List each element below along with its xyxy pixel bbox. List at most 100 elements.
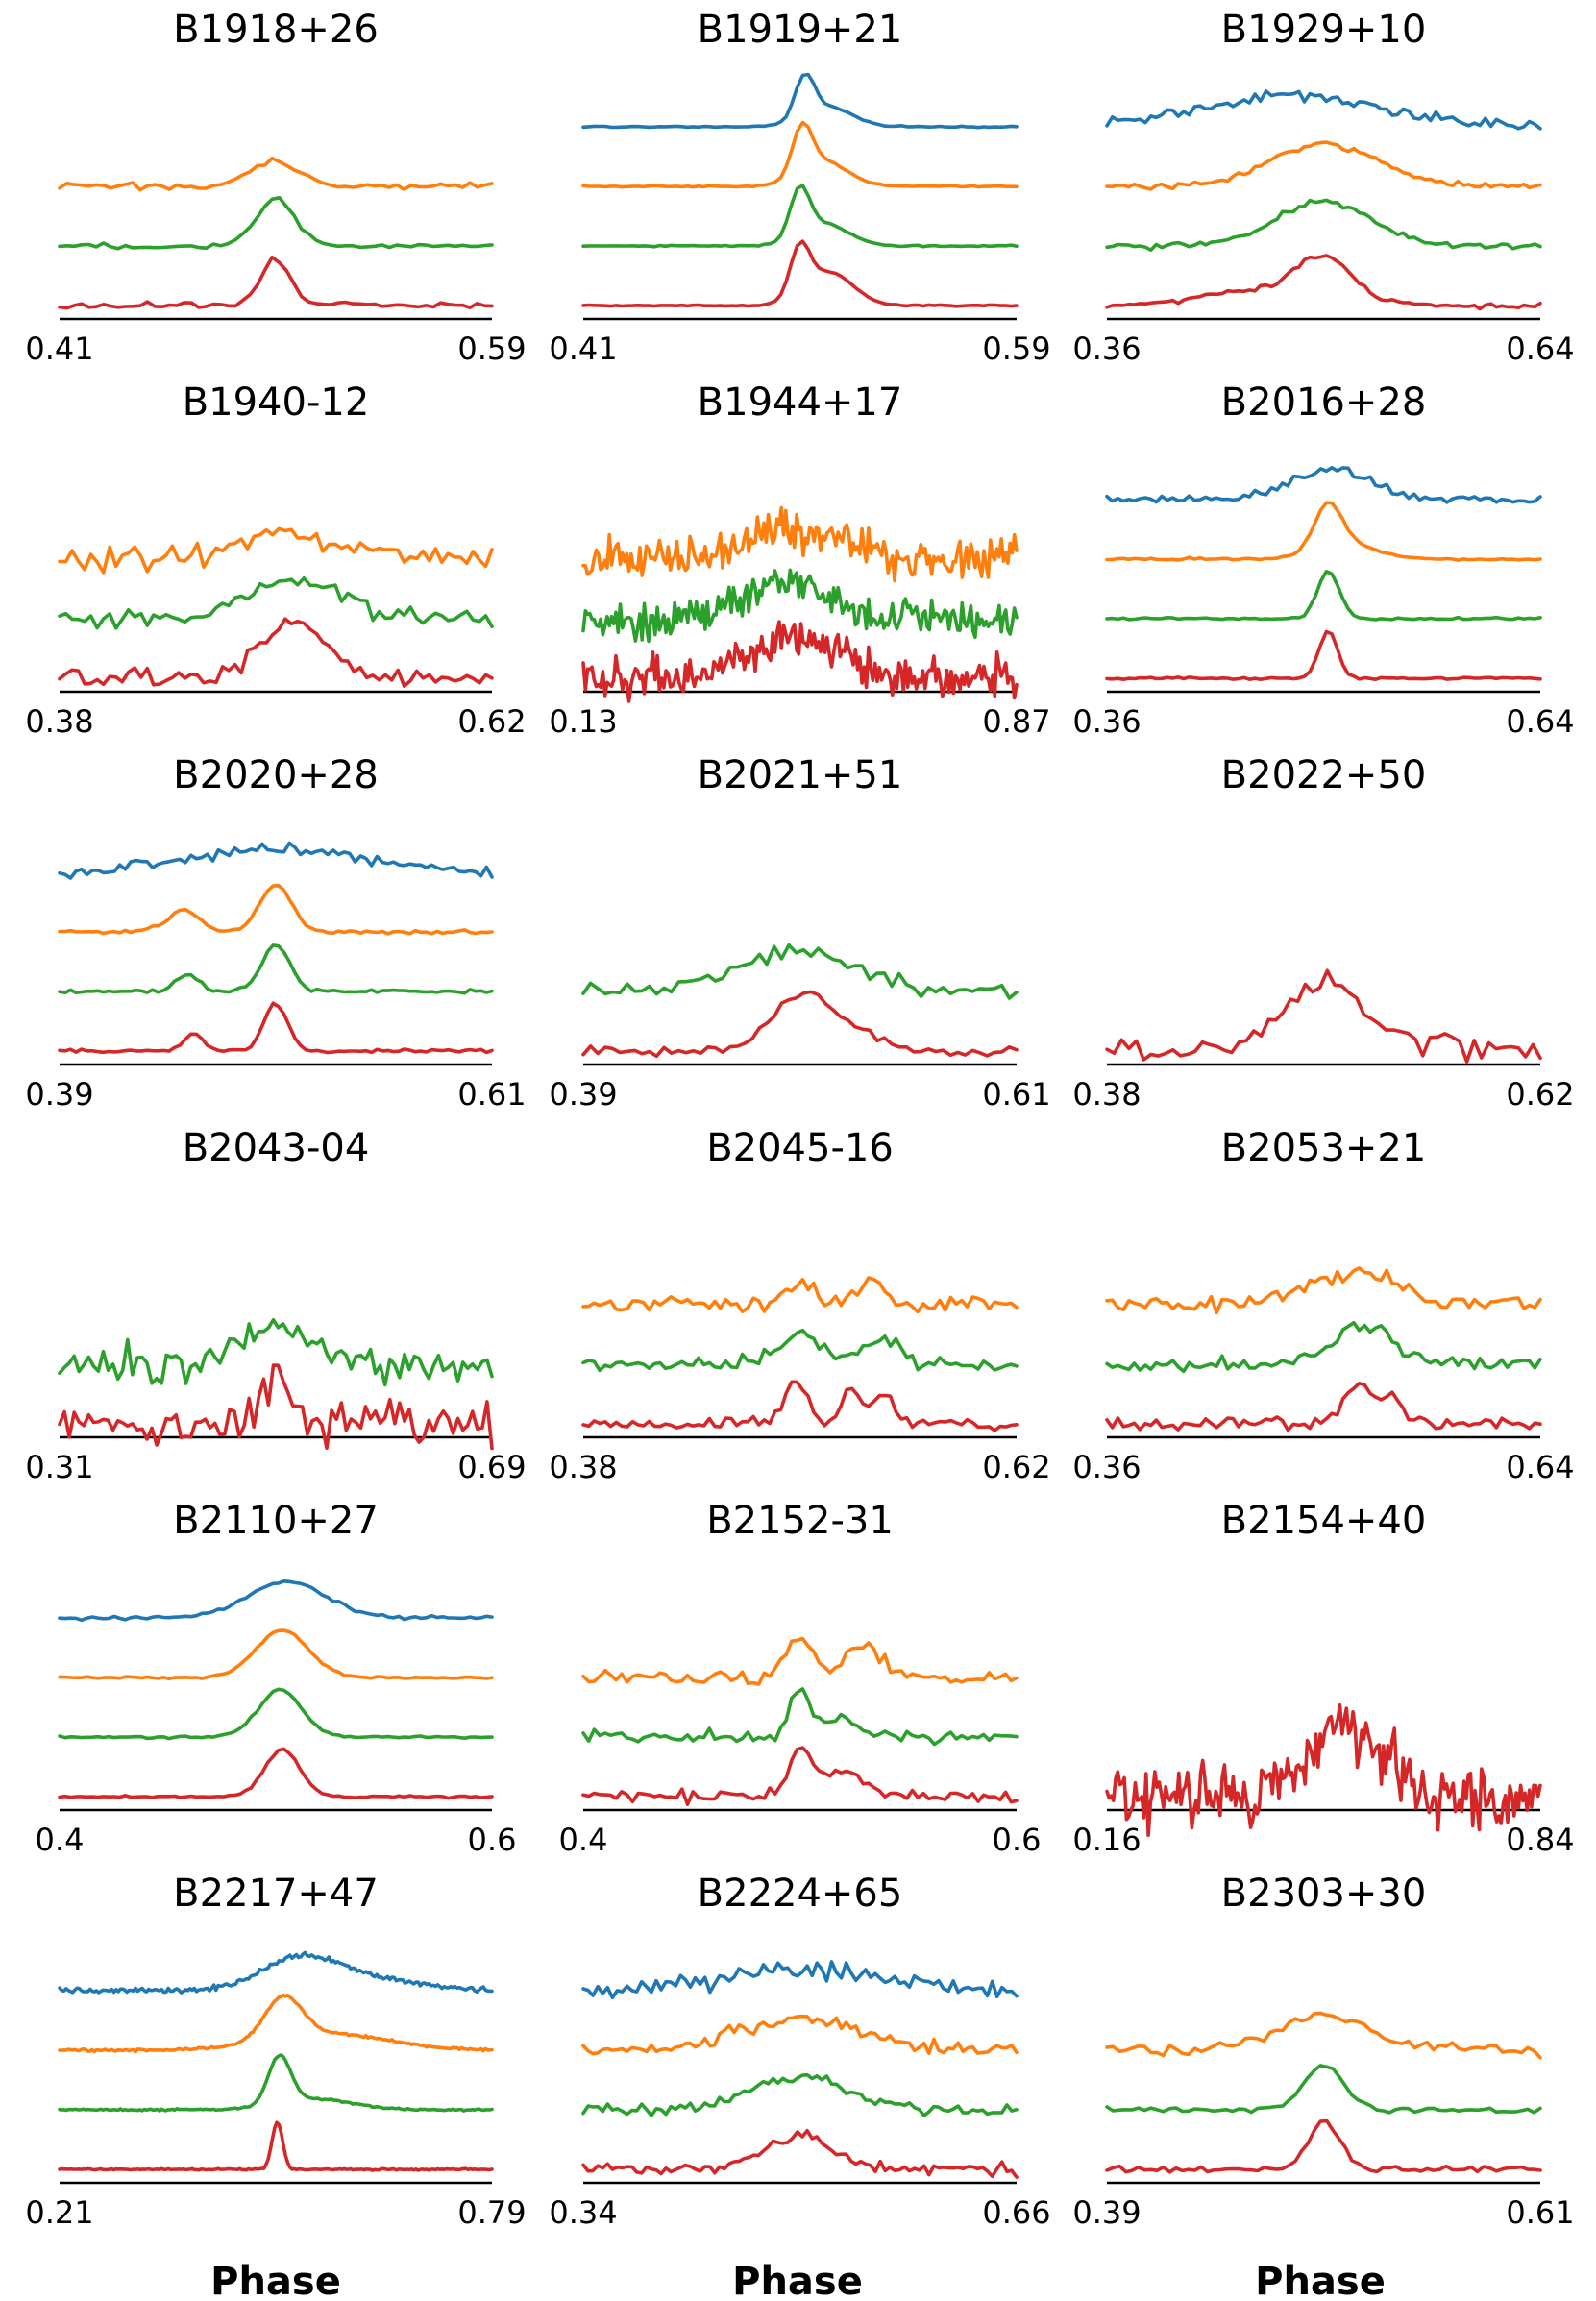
profile-trace-red — [58, 1363, 494, 1451]
panel-b2053+21: B2053+21 0.36 0.64 — [1072, 1126, 1574, 1485]
x-tick-label: 0.39 — [25, 1076, 93, 1113]
panel-title: B1944+17 — [698, 380, 903, 425]
x-tick-label: 0.39 — [549, 1076, 617, 1113]
profile-trace-green — [581, 184, 1019, 249]
panel-title: B2022+50 — [1221, 753, 1427, 797]
panel-title: B1918+26 — [173, 8, 379, 52]
profile-trace-orange — [1105, 1266, 1542, 1315]
profile-trace-orange — [58, 1993, 494, 2054]
panel-b2152-31: B2152-31 0.4 0.6 — [559, 1499, 1042, 1858]
panel-title: B2152-31 — [706, 1499, 894, 1543]
profile-trace-blue — [58, 841, 494, 880]
x-tick-label: 0.69 — [457, 1449, 526, 1485]
panel-b1929+10: B1929+10 0.36 0.64 — [1072, 8, 1574, 367]
x-tick-label: 0.39 — [1072, 2194, 1141, 2231]
profile-trace-red — [581, 620, 1019, 703]
x-tick-label: 0.59 — [982, 330, 1050, 367]
profile-trace-orange — [58, 156, 494, 192]
profile-trace-green — [58, 1318, 494, 1387]
panel-b2110+27: B2110+27 0.4 0.6 — [36, 1499, 517, 1858]
profile-trace-orange — [581, 120, 1019, 189]
profile-trace-green — [1105, 569, 1542, 622]
x-tick-label: 0.64 — [1506, 330, 1574, 367]
profile-trace-orange — [581, 1276, 1019, 1314]
x-tick-label: 0.64 — [1506, 703, 1574, 740]
profile-trace-red — [1105, 968, 1542, 1064]
profile-trace-orange — [581, 505, 1019, 583]
profile-trace-green — [58, 196, 494, 251]
x-tick-label: 0.13 — [549, 703, 617, 740]
panel-b1919+21: B1919+21 0.41 0.59 — [549, 8, 1050, 367]
profile-trace-green — [581, 2072, 1019, 2117]
profile-trace-green — [58, 1687, 494, 1741]
profile-trace-red — [581, 239, 1019, 308]
profile-trace-blue — [1105, 465, 1542, 504]
profile-trace-red — [581, 1746, 1019, 1806]
profile-trace-orange — [58, 883, 494, 936]
x-tick-label: 0.21 — [25, 2194, 93, 2231]
profile-trace-red — [581, 1380, 1019, 1432]
profile-trace-green — [581, 1687, 1019, 1747]
x-tick-label: 0.87 — [982, 703, 1050, 740]
x-axis-label: Phase — [732, 2260, 863, 2301]
x-tick-label: 0.6 — [468, 1822, 517, 1858]
profile-trace-red — [1105, 2118, 1542, 2174]
x-tick-label: 0.38 — [1072, 1076, 1141, 1113]
profile-trace-blue — [1105, 89, 1542, 131]
profile-trace-green — [58, 2053, 494, 2113]
panel-title: B2020+28 — [173, 753, 379, 797]
profile-trace-blue — [58, 1950, 494, 1995]
profile-trace-green — [581, 568, 1019, 644]
profile-trace-red — [1105, 1703, 1542, 1837]
x-tick-label: 0.41 — [549, 330, 617, 367]
panel-title: B2110+27 — [173, 1499, 379, 1543]
profile-trace-green — [58, 943, 494, 995]
x-tick-label: 0.66 — [982, 2194, 1050, 2231]
x-tick-label: 0.36 — [1072, 703, 1141, 740]
x-tick-label: 0.36 — [1072, 1449, 1141, 1485]
x-tick-label: 0.4 — [36, 1822, 85, 1858]
x-tick-label: 0.84 — [1506, 1822, 1574, 1858]
panel-b2016+28: B2016+28 0.36 0.64 — [1072, 380, 1574, 740]
x-axis-label: Phase — [210, 2260, 341, 2301]
panel-title: B1940-12 — [183, 380, 370, 425]
x-tick-label: 0.34 — [549, 2194, 617, 2231]
panel-title: B2224+65 — [698, 1872, 903, 1916]
x-tick-label: 0.38 — [549, 1449, 617, 1485]
panel-b1918+26: B1918+26 0.41 0.59 — [25, 8, 526, 367]
profile-trace-green — [581, 942, 1019, 1000]
x-tick-label: 0.61 — [982, 1076, 1050, 1113]
x-tick-label: 0.16 — [1072, 1822, 1141, 1858]
x-tick-label: 0.31 — [25, 1449, 93, 1485]
profile-trace-blue — [58, 1579, 494, 1623]
x-tick-label: 0.62 — [982, 1449, 1050, 1485]
x-tick-label: 0.38 — [25, 703, 93, 740]
profile-trace-red — [1105, 629, 1542, 682]
panel-b2020+28: B2020+28 0.39 0.61 — [25, 753, 526, 1113]
x-tick-label: 0.41 — [25, 330, 93, 367]
profile-trace-red — [581, 2128, 1019, 2179]
x-tick-label: 0.62 — [457, 703, 526, 740]
panel-b2303+30: B2303+30 0.39 0.61 — [1072, 1872, 1574, 2231]
x-tick-label: 0.4 — [559, 1822, 608, 1858]
profile-trace-blue — [581, 1960, 1019, 1999]
x-tick-label: 0.61 — [457, 1076, 526, 1113]
panel-b1940-12: B1940-12 0.38 0.62 — [25, 380, 526, 740]
profile-trace-orange — [58, 1628, 494, 1681]
profile-trace-orange — [581, 2014, 1019, 2056]
panel-title: B2053+21 — [1221, 1126, 1427, 1170]
panel-b1944+17: B1944+17 0.13 0.87 — [549, 380, 1050, 740]
panel-grid: B1918+26 0.41 0.59 B1919+21 0.41 0.59 B1929+10… — [25, 8, 1574, 2231]
panel-b2022+50: B2022+50 0.38 0.62 — [1072, 753, 1574, 1113]
profile-trace-red — [58, 1747, 494, 1800]
profile-trace-orange — [581, 1636, 1019, 1686]
profile-trace-orange — [1105, 140, 1542, 191]
x-tick-label: 0.62 — [1506, 1076, 1574, 1113]
panel-title: B2303+30 — [1221, 1872, 1427, 1916]
profile-trace-red — [58, 255, 494, 310]
profile-trace-red — [58, 1001, 494, 1055]
panel-b2154+40: B2154+40 0.16 0.84 — [1072, 1499, 1574, 1858]
x-tick-label: 0.6 — [993, 1822, 1042, 1858]
profile-trace-orange — [1105, 501, 1542, 562]
